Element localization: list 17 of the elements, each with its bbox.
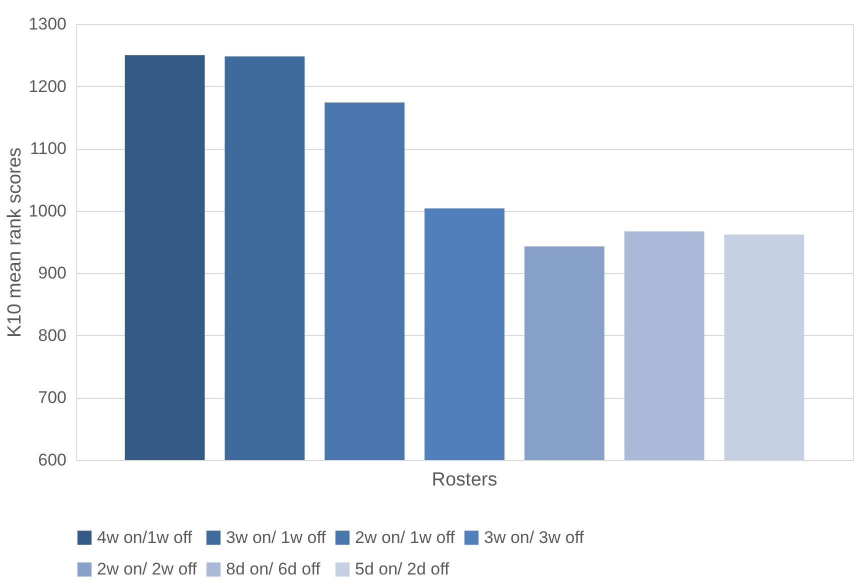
y-tick-label: 900 (38, 264, 66, 283)
legend-label: 3w on/ 1w off (226, 528, 326, 547)
y-tick-label: 1200 (28, 76, 66, 96)
legend-label: 8d on/ 6d off (226, 560, 320, 578)
legend-label: 2w on/ 1w off (355, 528, 456, 547)
x-tick-label: Rosters (432, 470, 498, 490)
y-tick-label: 700 (38, 388, 66, 408)
y-tick-label: 1300 (28, 14, 66, 34)
y-tick-label: 1100 (30, 139, 66, 158)
legend-label: 5d on/ 2d off (355, 560, 450, 578)
y-tick-label: 1000 (28, 201, 66, 220)
y-tick-label: 600 (38, 450, 66, 470)
legend-label: 2w on/ 2w off (97, 560, 198, 578)
legend-label: 4w on/1w off (97, 528, 192, 547)
y-axis-title: K10 mean rank scores (4, 147, 26, 338)
legend-label: 3w on/ 3w off (484, 528, 584, 547)
y-tick-label: 800 (38, 326, 66, 345)
